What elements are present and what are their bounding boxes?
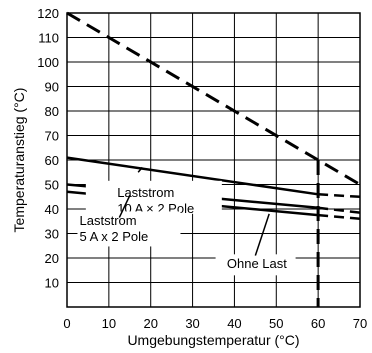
x-tick-label: 60 xyxy=(311,316,325,331)
leader-line xyxy=(137,166,143,173)
annotation-label: Laststrom xyxy=(117,185,174,200)
y-tick-label: 110 xyxy=(38,31,59,46)
annotation-label: 5 A x 2 Pole xyxy=(80,229,149,244)
y-tick-label: 10 xyxy=(45,276,59,291)
x-tick-label: 20 xyxy=(143,316,157,331)
y-tick-label: 50 xyxy=(45,178,59,193)
series-line xyxy=(318,193,361,199)
y-tick-label: 120 xyxy=(37,6,59,21)
y-tick-label: 30 xyxy=(45,227,59,242)
y-tick-label: 100 xyxy=(37,55,59,70)
x-axis-label: Umgebungstemperatur (°C) xyxy=(127,332,299,348)
x-tick-label: 40 xyxy=(227,316,241,331)
label-background xyxy=(77,211,181,247)
series-line xyxy=(317,206,361,214)
annotation-label: Laststrom xyxy=(80,213,137,228)
leader-line xyxy=(254,213,270,256)
label-background xyxy=(85,180,222,214)
x-tick-label: 70 xyxy=(353,316,367,331)
x-tick-label: 0 xyxy=(63,316,70,331)
x-tick-label: 50 xyxy=(269,316,283,331)
y-tick-label: 70 xyxy=(45,129,59,144)
label-background xyxy=(215,254,296,276)
leader-line xyxy=(118,195,131,218)
plot-frame xyxy=(66,12,361,308)
y-axis-label: Temperaturanstieg (°C) xyxy=(11,88,27,233)
series-line xyxy=(66,11,361,186)
series-line xyxy=(66,156,319,196)
y-tick-label: 20 xyxy=(45,251,59,266)
x-tick-label: 10 xyxy=(102,316,116,331)
y-tick-label: 60 xyxy=(45,153,59,168)
y-tick-label: 80 xyxy=(45,104,59,119)
annotation-label: Ohne Last xyxy=(227,256,287,271)
x-tick-label: 30 xyxy=(185,316,199,331)
series-line xyxy=(317,213,361,221)
tick-labels: 0 10 20 30 40 50 60 70 10 20 30 40 50 60 70 80 90 100 110 1… xyxy=(37,6,367,331)
y-tick-label: 40 xyxy=(45,202,59,217)
y-tick-label: 90 xyxy=(45,80,59,95)
